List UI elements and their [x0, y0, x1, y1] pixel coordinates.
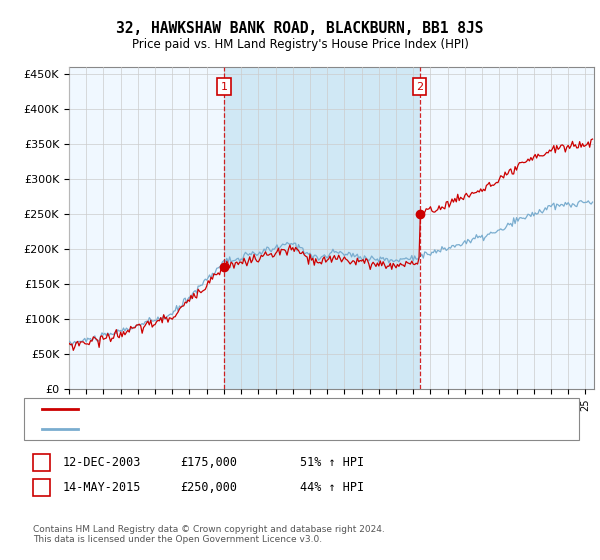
- Text: Price paid vs. HM Land Registry's House Price Index (HPI): Price paid vs. HM Land Registry's House …: [131, 38, 469, 51]
- Text: £175,000: £175,000: [180, 455, 237, 469]
- Text: £250,000: £250,000: [180, 480, 237, 494]
- Text: 32, HAWKSHAW BANK ROAD, BLACKBURN, BB1 8JS: 32, HAWKSHAW BANK ROAD, BLACKBURN, BB1 8…: [116, 21, 484, 36]
- Text: HPI: Average price, detached house, Blackburn with Darwen: HPI: Average price, detached house, Blac…: [85, 424, 400, 434]
- Text: 2: 2: [38, 482, 45, 492]
- Text: 14-MAY-2015: 14-MAY-2015: [63, 480, 142, 494]
- Text: 2: 2: [416, 82, 423, 91]
- Text: 32, HAWKSHAW BANK ROAD, BLACKBURN, BB1 8JS (detached house): 32, HAWKSHAW BANK ROAD, BLACKBURN, BB1 8…: [85, 404, 445, 414]
- Text: 1: 1: [220, 82, 227, 91]
- Text: Contains HM Land Registry data © Crown copyright and database right 2024.
This d: Contains HM Land Registry data © Crown c…: [33, 525, 385, 544]
- Bar: [224, 67, 419, 389]
- Text: 12-DEC-2003: 12-DEC-2003: [63, 455, 142, 469]
- Text: 44% ↑ HPI: 44% ↑ HPI: [300, 480, 364, 494]
- Text: 51% ↑ HPI: 51% ↑ HPI: [300, 455, 364, 469]
- Text: 1: 1: [38, 457, 45, 467]
